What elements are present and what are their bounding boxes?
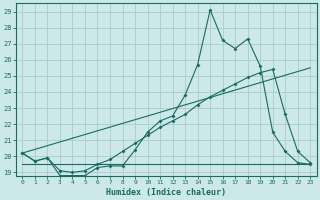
X-axis label: Humidex (Indice chaleur): Humidex (Indice chaleur)	[106, 188, 226, 197]
